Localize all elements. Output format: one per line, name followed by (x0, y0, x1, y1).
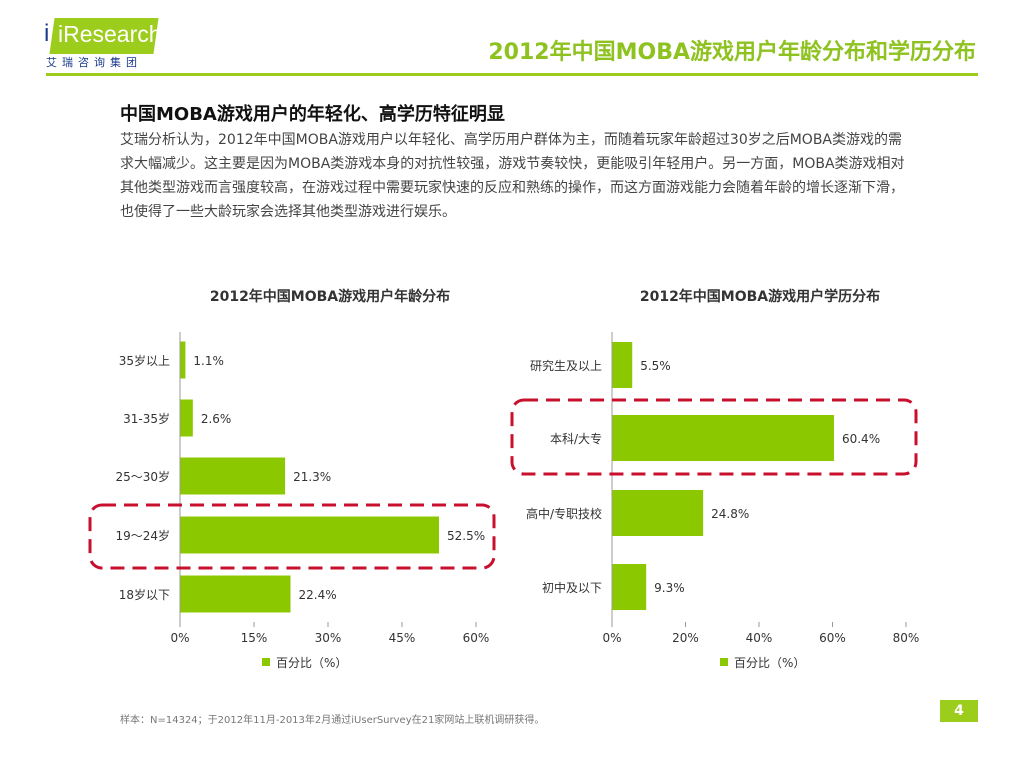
legend-label: 百分比（%） (734, 656, 805, 670)
data-label: 60.4% (842, 432, 880, 446)
legend-swatch (262, 658, 270, 666)
section-subtitle: 中国MOBA游戏用户的年轻化、高学历特征明显 (120, 104, 505, 125)
data-label: 22.4% (299, 588, 337, 602)
chart-title-age: 2012年中国MOBA游戏用户年龄分布 (209, 289, 451, 305)
logo-i: i (44, 20, 50, 47)
data-label: 5.5% (640, 359, 671, 373)
data-label: 1.1% (193, 354, 224, 368)
x-tick-label: 45% (389, 631, 416, 645)
bar (612, 490, 704, 536)
x-tick-label: 60% (463, 631, 490, 645)
data-label: 2.6% (201, 412, 232, 426)
bar (612, 415, 834, 461)
category-label: 初中及以下 (542, 580, 602, 595)
page-title: 2012年中国MOBA游戏用户年龄分布和学历分布 (488, 40, 976, 65)
x-tick-label: 20% (672, 631, 699, 645)
bar (180, 457, 286, 495)
header-divider (46, 73, 978, 76)
x-tick-label: 60% (819, 631, 846, 645)
page-number: 4 (940, 700, 978, 722)
data-label: 9.3% (654, 581, 685, 595)
category-label: 本科/大专 (550, 431, 602, 446)
x-tick-label: 0% (170, 631, 189, 645)
category-label: 25～30岁 (115, 469, 170, 484)
highlight-box (88, 503, 496, 570)
data-label: 24.8% (711, 507, 749, 521)
bar (180, 516, 439, 554)
legend-label: 百分比（%） (276, 656, 347, 670)
bar (612, 564, 647, 610)
category-label: 31-35岁 (123, 411, 170, 426)
body-text: 艾瑞分析认为，2012年中国MOBA游戏用户以年轻化、高学历用户群体为主，而随着… (120, 132, 905, 220)
bar (180, 575, 291, 613)
category-label: 19～24岁 (115, 528, 170, 543)
chart-title-edu: 2012年中国MOBA游戏用户学历分布 (639, 289, 881, 305)
x-tick-label: 80% (893, 631, 920, 645)
category-label: 高中/专职技校 (526, 506, 602, 521)
x-tick-label: 15% (241, 631, 268, 645)
x-tick-label: 0% (602, 631, 621, 645)
legend-swatch (720, 658, 728, 666)
x-tick-label: 30% (315, 631, 342, 645)
logo-sub: 艾瑞咨询集团 (46, 56, 142, 69)
highlight-box (510, 398, 918, 476)
logo-brand: iResearch (58, 21, 162, 47)
x-tick-label: 40% (746, 631, 773, 645)
category-label: 研究生及以上 (530, 358, 602, 373)
category-label: 35岁以上 (119, 353, 170, 368)
data-label: 21.3% (293, 470, 331, 484)
data-label: 52.5% (447, 529, 485, 543)
bar (180, 399, 193, 437)
category-label: 18岁以下 (119, 587, 170, 602)
bar (612, 342, 633, 388)
bar (180, 341, 186, 379)
footnote: 样本：N=14324；于2012年11月-2013年2月通过iUserSurve… (120, 715, 545, 726)
